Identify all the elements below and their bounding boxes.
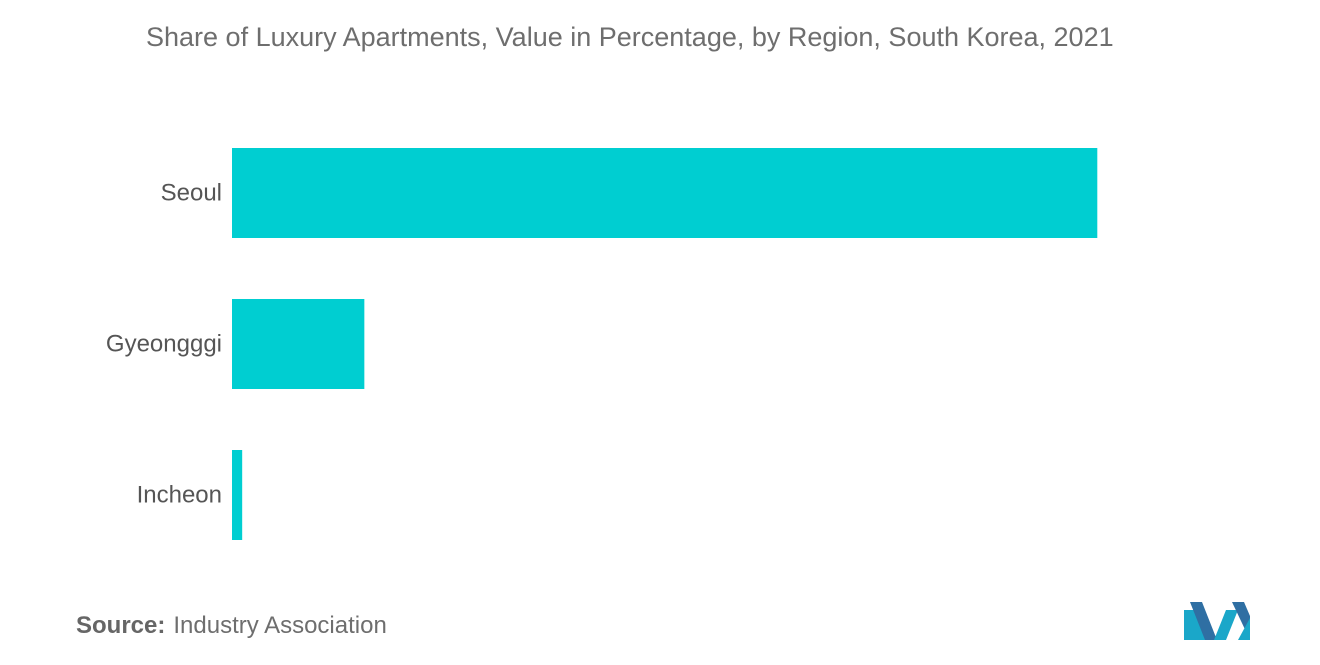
bar-gyeongggi — [232, 299, 365, 389]
source-text: Industry Association — [173, 612, 387, 639]
category-label-seoul: Seoul — [161, 180, 222, 207]
source-label: Source: — [76, 612, 166, 639]
bars-group — [232, 148, 1098, 540]
bar-incheon — [232, 450, 243, 540]
chart-title: Share of Luxury Apartments, Value in Per… — [146, 22, 1114, 52]
category-label-incheon: Incheon — [137, 482, 222, 509]
bar-chart: Seoul Gyeongggi Incheon — [106, 148, 1098, 540]
bar-seoul — [232, 148, 1098, 238]
category-labels-group: Seoul Gyeongggi Incheon — [106, 180, 222, 509]
source-note: Source: Industry Association — [76, 612, 387, 640]
mordor-intelligence-logo-icon — [1184, 602, 1250, 640]
category-label-gyeongggi: Gyeongggi — [106, 331, 222, 358]
